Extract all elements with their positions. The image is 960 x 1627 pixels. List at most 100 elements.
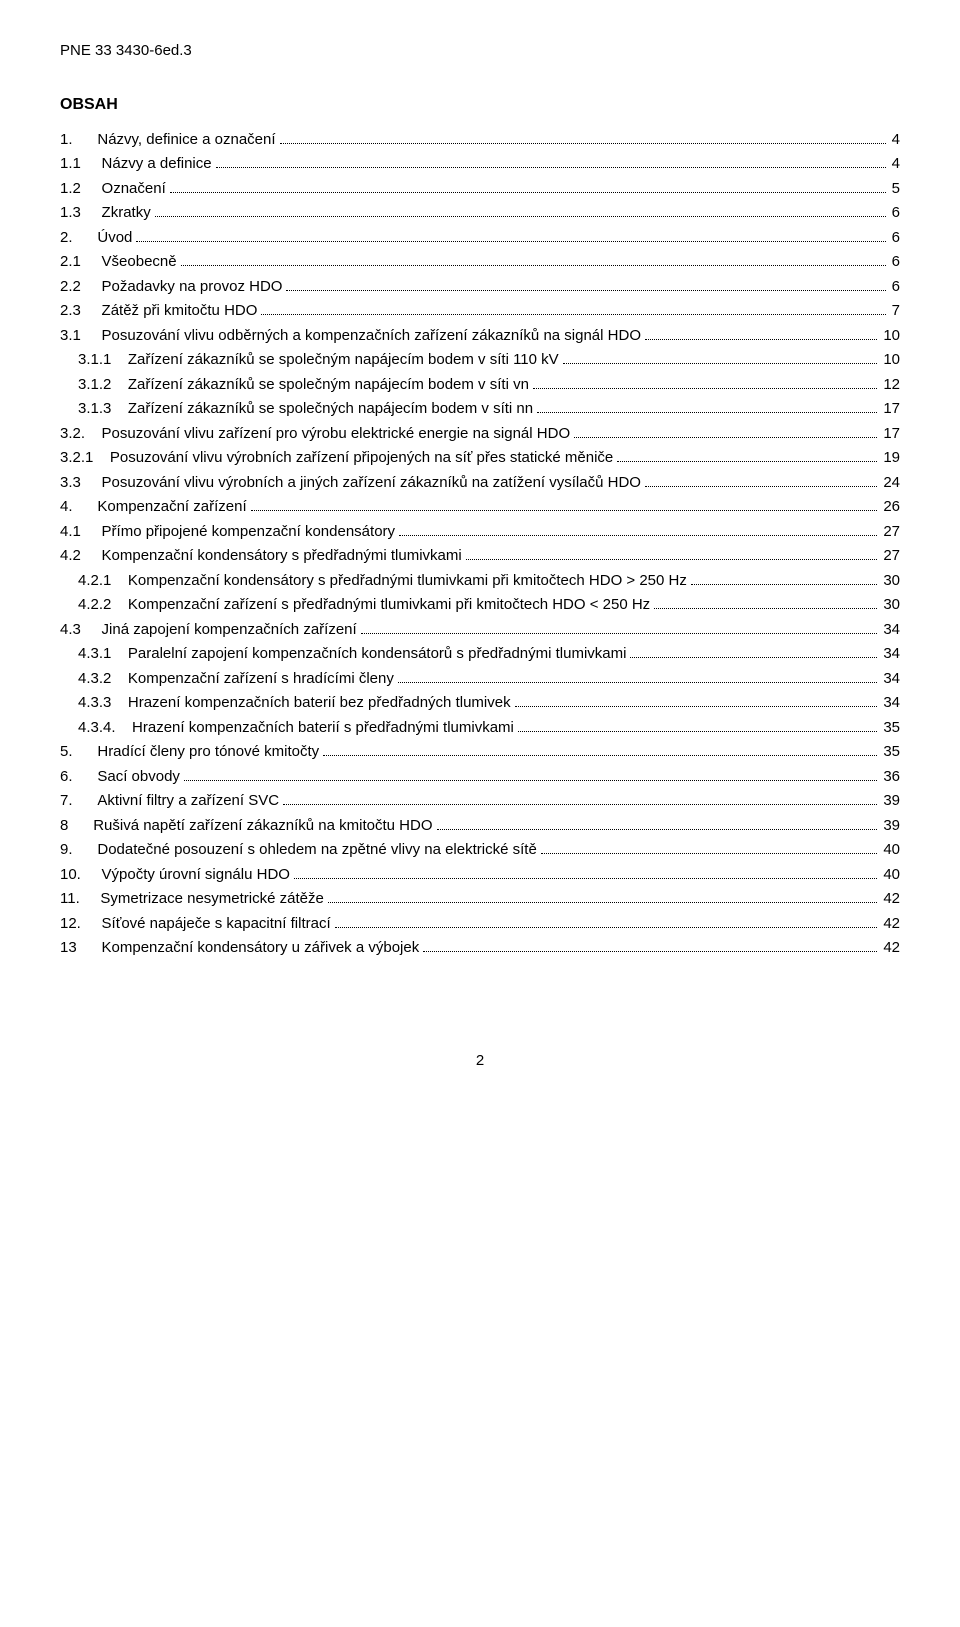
toc-entry: 1.2 Označení 5: [60, 178, 900, 201]
toc-leader-dots: [574, 437, 877, 438]
toc-entry-title: Hrazení kompenzačních baterií s předřadn…: [132, 717, 514, 740]
toc-entry-number: 3.2.1: [60, 447, 97, 470]
toc-leader-dots: [181, 265, 886, 266]
toc-entry-title: Hrazení kompenzačních baterií bez předřa…: [128, 692, 511, 715]
toc-leader-dots: [654, 608, 877, 609]
toc-entry-number: 4.1: [60, 521, 85, 544]
toc-entry: 1.3 Zkratky 6: [60, 202, 900, 225]
toc-leader-dots: [155, 216, 886, 217]
toc-entry: 2. Úvod 6: [60, 227, 900, 250]
toc-entry-number: 1.2: [60, 178, 85, 201]
toc-entry-page: 10: [881, 349, 900, 372]
toc-entry-page: 17: [881, 423, 900, 446]
toc-entry-title: Posuzování vlivu zařízení pro výrobu ele…: [102, 423, 571, 446]
toc-entry-title: Jiná zapojení kompenzačních zařízení: [102, 619, 357, 642]
toc-entry-page: 27: [881, 545, 900, 568]
toc-entry: 13 Kompenzační kondensátory u zářivek a …: [60, 937, 900, 960]
toc-entry-number: 4.2.1: [78, 570, 115, 593]
toc-entry: 3.1.1 Zařízení zákazníků se společným na…: [60, 349, 900, 372]
toc-entry-page: 6: [890, 251, 900, 274]
toc-entry-page: 42: [881, 888, 900, 911]
toc-entry-page: 6: [890, 276, 900, 299]
toc-entry-number: 9.: [60, 839, 77, 862]
toc-entry: 6. Sací obvody 36: [60, 766, 900, 789]
toc-leader-dots: [437, 829, 878, 830]
toc-entry-number: 3.1: [60, 325, 85, 348]
toc-leader-dots: [283, 804, 877, 805]
toc-entry-number: 2.: [60, 227, 77, 250]
toc-entry: 2.2 Požadavky na provoz HDO 6: [60, 276, 900, 299]
toc-entry-page: 30: [881, 594, 900, 617]
toc-entry-page: 34: [881, 668, 900, 691]
toc-entry: 3.1 Posuzování vlivu odběrných a kompenz…: [60, 325, 900, 348]
toc-leader-dots: [466, 559, 878, 560]
toc-entry-number: 3.1.1: [78, 349, 115, 372]
toc-entry: 1. Názvy, definice a označení 4: [60, 129, 900, 152]
toc-entry-page: 27: [881, 521, 900, 544]
toc-entry: 4. Kompenzační zařízení 26: [60, 496, 900, 519]
toc-leader-dots: [280, 143, 886, 144]
toc-entry: 3.1.2 Zařízení zákazníků se společným na…: [60, 374, 900, 397]
toc-entry-number: 2.2: [60, 276, 85, 299]
toc-leader-dots: [518, 731, 877, 732]
toc-entry: 2.1 Všeobecně 6: [60, 251, 900, 274]
toc-entry: 2.3 Zátěž při kmitočtu HDO 7: [60, 300, 900, 323]
toc-entry-number: 1.: [60, 129, 77, 152]
toc-leader-dots: [184, 780, 877, 781]
toc-entry-title: Kompenzační zařízení: [97, 496, 246, 519]
toc-entry-title: Zátěž při kmitočtu HDO: [102, 300, 258, 323]
toc-entry-title: Sací obvody: [97, 766, 180, 789]
toc-entry: 4.2 Kompenzační kondensátory s předřadný…: [60, 545, 900, 568]
toc-entry-page: 12: [881, 374, 900, 397]
toc-entry-title: Názvy, definice a označení: [97, 129, 275, 152]
toc-entry-title: Úvod: [97, 227, 132, 250]
toc-entry: 4.3.1 Paralelní zapojení kompenzačních k…: [60, 643, 900, 666]
toc-entry-number: 11.: [60, 888, 84, 911]
toc-leader-dots: [398, 682, 877, 683]
toc-entry-title: Všeobecně: [102, 251, 177, 274]
toc-leader-dots: [537, 412, 877, 413]
toc-leader-dots: [216, 167, 886, 168]
toc-leader-dots: [361, 633, 878, 634]
toc-entry-page: 39: [881, 790, 900, 813]
toc-leader-dots: [323, 755, 877, 756]
toc-entry: 4.3.4. Hrazení kompenzačních baterií s p…: [60, 717, 900, 740]
toc-entry-page: 40: [881, 839, 900, 862]
toc-entry: 3.1.3 Zařízení zákazníků se společných n…: [60, 398, 900, 421]
toc-entry-title: Hradící členy pro tónové kmitočty: [97, 741, 319, 764]
toc-entry-number: 4.2: [60, 545, 85, 568]
toc-leader-dots: [261, 314, 885, 315]
toc-entry: 10. Výpočty úrovní signálu HDO 40: [60, 864, 900, 887]
toc-entry-title: Zařízení zákazníků se společným napájecí…: [128, 374, 529, 397]
toc-entry-page: 7: [890, 300, 900, 323]
toc-leader-dots: [541, 853, 878, 854]
toc-leader-dots: [617, 461, 877, 462]
toc-entry: 4.3 Jiná zapojení kompenzačních zařízení…: [60, 619, 900, 642]
toc-entry-number: 4.3.3: [78, 692, 115, 715]
toc-leader-dots: [563, 363, 878, 364]
toc-entry-number: 7.: [60, 790, 77, 813]
toc-entry-title: Označení: [102, 178, 166, 201]
toc-entry-title: Zkratky: [102, 202, 151, 225]
toc-leader-dots: [251, 510, 878, 511]
toc-entry-title: Síťové napáječe s kapacitní filtrací: [102, 913, 331, 936]
toc-entry-page: 6: [890, 227, 900, 250]
toc-entry-number: 3.3: [60, 472, 85, 495]
toc-entry-page: 34: [881, 643, 900, 666]
toc-entry-number: 6.: [60, 766, 77, 789]
toc-entry-title: Kompenzační kondensátory s předřadnými t…: [128, 570, 687, 593]
toc-entry: 7. Aktivní filtry a zařízení SVC 39: [60, 790, 900, 813]
page-number-footer: 2: [60, 1050, 900, 1073]
toc-entry-number: 4.: [60, 496, 77, 519]
toc-entry: 5. Hradící členy pro tónové kmitočty 35: [60, 741, 900, 764]
toc-entry-number: 8: [60, 815, 72, 838]
toc-entry-title: Posuzování vlivu odběrných a kompenzační…: [102, 325, 641, 348]
toc-entry-title: Kompenzační zařízení s hradícími členy: [128, 668, 394, 691]
toc-entry-title: Názvy a definice: [102, 153, 212, 176]
toc-entry: 1.1 Názvy a definice 4: [60, 153, 900, 176]
toc-entry: 9. Dodatečné posouzení s ohledem na zpět…: [60, 839, 900, 862]
toc-entry: 4.1 Přímo připojené kompenzační kondensá…: [60, 521, 900, 544]
toc-entry-title: Kompenzační kondensátory s předřadnými t…: [102, 545, 462, 568]
toc-entry-page: 35: [881, 741, 900, 764]
toc-entry: 8 Rušivá napětí zařízení zákazníků na km…: [60, 815, 900, 838]
